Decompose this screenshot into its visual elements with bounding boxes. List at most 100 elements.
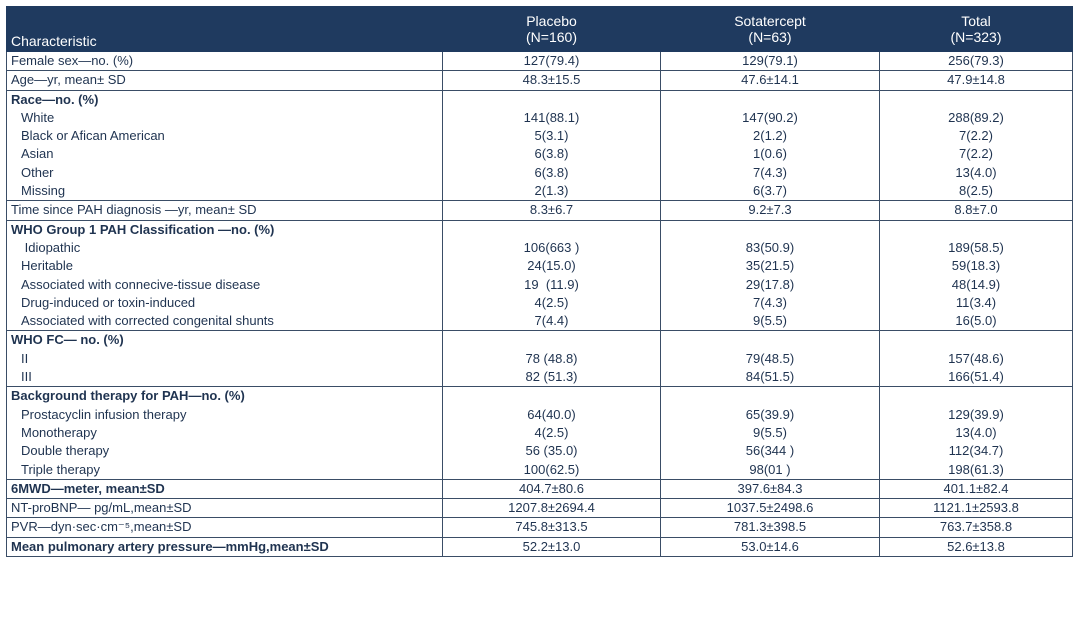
cell-placebo: 4(2.5) bbox=[534, 294, 569, 310]
cell-placebo: 6(3.8) bbox=[534, 146, 569, 162]
background-item-label: Prostacyclin infusion therapy bbox=[21, 406, 187, 422]
cell-placebo: 745.8±313.5 bbox=[442, 517, 661, 538]
table-row-group-who-classification: WHO Group 1 PAH Classification —no. (%) … bbox=[6, 219, 1073, 332]
cell-sotatercept: 6(3.7) bbox=[753, 183, 787, 199]
cell-placebo: 5(3.1) bbox=[534, 128, 569, 144]
table-row: Mean pulmonary artery pressure—mmHg,mean… bbox=[6, 536, 1073, 558]
cell-placebo: 78 (48.8) bbox=[525, 350, 578, 366]
cell-total: 7(2.2) bbox=[959, 128, 993, 144]
cell-total: 129(39.9) bbox=[948, 406, 1004, 422]
race-labels: Race—no. (%) White Black or Afican Ameri… bbox=[6, 89, 443, 202]
header-sotatercept: Sotatercept (N=63) bbox=[660, 6, 880, 52]
cell-total: 8(2.5) bbox=[959, 183, 993, 199]
cell-placebo: 24(15.0) bbox=[527, 258, 576, 274]
cell-total: 52.6±13.8 bbox=[879, 536, 1073, 558]
cell-total: 47.9±14.8 bbox=[879, 70, 1073, 91]
cell-total: 1121.1±2593.8 bbox=[879, 498, 1073, 519]
who-fc-sotatercept: 79(48.5) 84(51.5) bbox=[660, 330, 880, 388]
cell-placebo: 52.2±13.0 bbox=[442, 536, 661, 558]
cell-sotatercept: 7(4.3) bbox=[753, 164, 787, 180]
who-group-labels: WHO Group 1 PAH Classification —no. (%) … bbox=[6, 219, 443, 332]
who-group-item-label: Associated with corrected congenital shu… bbox=[21, 313, 274, 329]
row-label: Female sex—no. (%) bbox=[6, 50, 443, 72]
cell-sotatercept: 9(5.5) bbox=[753, 313, 787, 329]
cell-sotatercept: 53.0±14.6 bbox=[660, 536, 880, 558]
header-placebo-label: Placebo bbox=[526, 13, 577, 29]
who-fc-labels: WHO FC— no. (%) II III bbox=[6, 330, 443, 388]
who-group-item-label: Heritable bbox=[21, 258, 74, 274]
who-group-total: 189(58.5) 59(18.3) 48(14.9) 11(3.4) 16(5… bbox=[879, 219, 1073, 332]
table-row: 6MWD—meter, mean±SD 404.7±80.6 397.6±84.… bbox=[6, 478, 1073, 500]
cell-placebo: 8.3±6.7 bbox=[442, 200, 661, 221]
cell-sotatercept: 9(5.5) bbox=[753, 424, 787, 440]
cell-placebo: 6(3.8) bbox=[534, 164, 569, 180]
row-label: NT-proBNP— pg/mL,mean±SD bbox=[6, 498, 443, 519]
cell-sotatercept: 129(79.1) bbox=[660, 50, 880, 72]
cell-total: 198(61.3) bbox=[948, 461, 1004, 477]
cell-sotatercept: 65(39.9) bbox=[745, 406, 795, 422]
table-row-group-race: Race—no. (%) White Black or Afican Ameri… bbox=[6, 89, 1073, 202]
header-placebo-n: (N=160) bbox=[526, 29, 577, 45]
cell-placebo: 2(1.3) bbox=[534, 183, 569, 199]
cell-sotatercept: 29(17.8) bbox=[745, 276, 795, 292]
table-row-group-background-therapy: Background therapy for PAH—no. (%) Prost… bbox=[6, 386, 1073, 480]
row-label: Age—yr, mean± SD bbox=[6, 70, 443, 91]
background-item-label: Double therapy bbox=[21, 443, 110, 459]
background-title: Background therapy for PAH—no. (%) bbox=[11, 388, 245, 404]
cell-total: 7(2.2) bbox=[959, 146, 993, 162]
cell-placebo: 48.3±15.5 bbox=[442, 70, 661, 91]
who-group-item-label: Drug-induced or toxin-induced bbox=[21, 294, 196, 310]
who-group-placebo: 106(663 ) 24(15.0) 19 (11.9) 4(2.5) 7(4.… bbox=[442, 219, 661, 332]
who-fc-item-label: II bbox=[21, 350, 29, 366]
cell-total: 48(14.9) bbox=[951, 276, 1001, 292]
who-fc-total: 157(48.6) 166(51.4) bbox=[879, 330, 1073, 388]
cell-placebo: 1207.8±2694.4 bbox=[442, 498, 661, 519]
background-item-label: Monotherapy bbox=[21, 424, 97, 440]
cell-sotatercept: 9.2±7.3 bbox=[660, 200, 880, 221]
header-total: Total (N=323) bbox=[879, 6, 1073, 52]
cell-total: 13(4.0) bbox=[955, 424, 997, 440]
header-total-label: Total bbox=[961, 13, 991, 29]
race-placebo: 141(88.1) 5(3.1) 6(3.8) 6(3.8) 2(1.3) bbox=[442, 89, 661, 202]
header-sotatercept-n: (N=63) bbox=[748, 29, 792, 45]
row-label: Mean pulmonary artery pressure—mmHg,mean… bbox=[6, 536, 443, 558]
who-fc-item-label: III bbox=[21, 369, 32, 385]
cell-placebo: 82 (51.3) bbox=[525, 369, 578, 385]
cell-placebo: 64(40.0) bbox=[527, 406, 576, 422]
table-row: Female sex—no. (%) 127(79.4) 129(79.1) 2… bbox=[6, 50, 1073, 72]
table-row: NT-proBNP— pg/mL,mean±SD 1207.8±2694.4 1… bbox=[6, 498, 1073, 519]
cell-placebo: 7(4.4) bbox=[534, 313, 569, 329]
who-group-item-label: Associated with connecive-tissue disease bbox=[21, 276, 261, 292]
row-label: 6MWD—meter, mean±SD bbox=[6, 478, 443, 500]
background-item-label: Triple therapy bbox=[21, 461, 100, 477]
cell-placebo: 141(88.1) bbox=[523, 109, 580, 125]
race-item-label: Black or Afican American bbox=[21, 128, 165, 144]
who-group-item-label: Idiopathic bbox=[21, 239, 81, 255]
background-sotatercept: 65(39.9) 9(5.5) 56(344 ) 98(01 ) bbox=[660, 386, 880, 480]
cell-total: 157(48.6) bbox=[948, 350, 1004, 366]
cell-placebo: 404.7±80.6 bbox=[442, 478, 661, 500]
cell-total: 11(3.4) bbox=[955, 294, 997, 310]
table-row-group-who-fc: WHO FC— no. (%) II III 78 (48.8) 82 (51.… bbox=[6, 330, 1073, 388]
cell-sotatercept: 47.6±14.1 bbox=[660, 70, 880, 91]
cell-sotatercept: 98(01 ) bbox=[749, 461, 791, 477]
race-total: 288(89.2) 7(2.2) 7(2.2) 13(4.0) 8(2.5) bbox=[879, 89, 1073, 202]
race-item-label: Other bbox=[21, 164, 54, 180]
background-placebo: 64(40.0) 4(2.5) 56 (35.0) 100(62.5) bbox=[442, 386, 661, 480]
table-header: Characteristic Placebo (N=160) Sotatercep… bbox=[6, 6, 1073, 52]
who-fc-title: WHO FC— no. (%) bbox=[11, 332, 124, 348]
baseline-characteristics-table-wrapper: Characteristic Placebo (N=160) Sotatercep… bbox=[6, 6, 1073, 558]
header-characteristic: Characteristic bbox=[6, 6, 443, 52]
who-group-title: WHO Group 1 PAH Classification —no. (%) bbox=[11, 221, 275, 237]
cell-total: 763.7±358.8 bbox=[879, 517, 1073, 538]
cell-sotatercept: 83(50.9) bbox=[745, 239, 795, 255]
who-fc-placebo: 78 (48.8) 82 (51.3) bbox=[442, 330, 661, 388]
cell-total: 16(5.0) bbox=[955, 313, 997, 329]
cell-sotatercept: 56(344 ) bbox=[745, 443, 795, 459]
cell-sotatercept: 397.6±84.3 bbox=[660, 478, 880, 500]
cell-total: 256(79.3) bbox=[879, 50, 1073, 72]
race-title: Race—no. (%) bbox=[11, 91, 99, 107]
cell-sotatercept: 2(1.2) bbox=[753, 128, 787, 144]
cell-placebo: 106(663 ) bbox=[523, 239, 580, 255]
race-sotatercept: 147(90.2) 2(1.2) 1(0.6) 7(4.3) 6(3.7) bbox=[660, 89, 880, 202]
